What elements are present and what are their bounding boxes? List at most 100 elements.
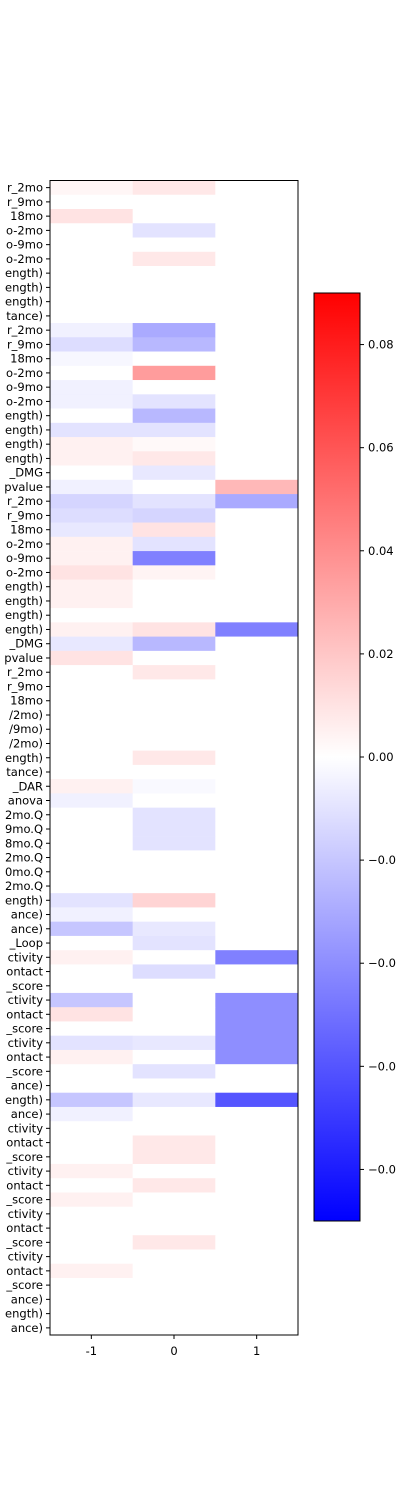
heatmap-cell: [215, 1035, 299, 1051]
heatmap-cell: [215, 1078, 299, 1093]
heatmap-cell: [215, 351, 299, 367]
y-tick-label: r_9mo: [7, 679, 43, 693]
heatmap-cell: [50, 1121, 133, 1136]
heatmap-cell: [132, 679, 216, 694]
heatmap-cell: [132, 551, 216, 566]
heatmap-cell: [50, 294, 133, 310]
y-tick-label: /2mo): [9, 708, 43, 722]
y-tick-label: anova: [8, 794, 43, 808]
heatmap-cell: [215, 479, 299, 495]
colorbar-tick-label: −0.0: [368, 956, 396, 970]
heatmap-cell: [132, 1292, 216, 1307]
heatmap-cell: [132, 437, 216, 452]
y-axis-ticks: r_2mor_9mo18moo-2moo-9moo-2moength)ength…: [4, 181, 50, 1335]
heatmap-cell: [215, 736, 299, 751]
heatmap-cell: [215, 1092, 299, 1108]
heatmap-cell: [215, 209, 299, 224]
heatmap-cell: [215, 935, 299, 951]
heatmap-cell: [50, 622, 133, 637]
heatmap-cell: [50, 465, 133, 481]
heatmap-cell: [132, 508, 216, 523]
y-tick-label: ance): [11, 1321, 43, 1335]
y-tick-label: ance): [11, 908, 43, 922]
y-tick-label: ength): [5, 594, 43, 608]
y-tick-label: ance): [11, 1079, 43, 1093]
heatmap-cell: [132, 180, 216, 196]
heatmap-cell: [132, 1206, 216, 1222]
heatmap-cell: [50, 365, 133, 381]
y-tick-label: ontact: [6, 1050, 43, 1064]
y-tick-label: pvalue: [4, 651, 43, 665]
heatmap-cell: [215, 1249, 299, 1265]
heatmap-cell: [50, 1249, 133, 1265]
y-tick-label: ontact: [6, 1136, 43, 1150]
heatmap-cell: [215, 494, 299, 509]
y-tick-label: 8mo.Q: [5, 836, 43, 850]
heatmap-cell: [132, 465, 216, 481]
colorbar-tick-label: 0.04: [368, 544, 394, 558]
y-tick-label: o-2mo: [6, 394, 43, 408]
heatmap-cell: [215, 551, 299, 566]
y-tick-label: ength): [5, 280, 43, 294]
heatmap-cell: [50, 1263, 133, 1279]
heatmap-cell: [215, 1178, 299, 1193]
y-tick-label: ength): [5, 580, 43, 594]
heatmap-cell: [132, 836, 216, 851]
y-tick-label: 9mo.Q: [5, 822, 43, 836]
heatmap-cell: [132, 579, 216, 595]
y-tick-label: ength): [5, 1307, 43, 1321]
y-tick-label: ength): [5, 893, 43, 907]
heatmap-cell: [132, 893, 216, 908]
heatmap-cell: [132, 1121, 216, 1136]
heatmap-cell: [132, 1035, 216, 1051]
y-tick-label: ontact: [6, 1007, 43, 1021]
heatmap-cell: [50, 1163, 133, 1179]
heatmap-cell: [132, 1306, 216, 1322]
y-tick-label: _score: [5, 1150, 43, 1164]
heatmap-cell: [50, 251, 133, 267]
heatmap-cell: [215, 323, 299, 338]
heatmap-cell: [132, 793, 216, 808]
colorbar-tick-label: −0.0: [368, 1059, 396, 1073]
y-tick-label: /9mo): [9, 722, 43, 736]
heatmap-cell: [215, 1064, 299, 1079]
y-tick-label: ength): [5, 295, 43, 309]
heatmap-cell: [215, 679, 299, 694]
heatmap-cell: [50, 665, 133, 680]
heatmap-cell: [50, 935, 133, 951]
heatmap-cell: [215, 1149, 299, 1165]
heatmap-cell: [50, 237, 133, 253]
y-tick-label: _score: [5, 979, 43, 993]
heatmap-cell: [215, 294, 299, 310]
heatmap-cell: [132, 935, 216, 951]
heatmap-cell: [132, 1149, 216, 1165]
heatmap-cell: [215, 1277, 299, 1293]
heatmap-cell: [50, 950, 133, 965]
heatmap-cell: [50, 1064, 133, 1079]
heatmap-cell: [215, 650, 299, 666]
heatmap-cell: [132, 1092, 216, 1108]
heatmap-cell: [50, 422, 133, 438]
y-tick-label: _score: [5, 1193, 43, 1207]
heatmap-cell: [50, 907, 133, 922]
heatmap-cell: [132, 821, 216, 837]
heatmap-cell: [50, 451, 133, 466]
heatmap-cell: [215, 622, 299, 637]
x-tick-label: 0: [170, 1344, 177, 1358]
heatmap-cell: [50, 679, 133, 694]
heatmap-cell: [132, 1235, 216, 1250]
heatmap-cell: [50, 764, 133, 780]
heatmap-cell: [50, 1021, 133, 1036]
heatmap-cell: [132, 1007, 216, 1022]
heatmap-cell: [132, 1220, 216, 1236]
heatmap-cell: [215, 337, 299, 352]
heatmap-cell: [215, 821, 299, 837]
heatmap-cell: [215, 1306, 299, 1322]
heatmap-cell: [50, 836, 133, 851]
heatmap-cell: [50, 209, 133, 224]
heatmap-cell: [132, 251, 216, 267]
heatmap-cell: [215, 665, 299, 680]
y-tick-label: ength): [5, 451, 43, 465]
heatmap-cell: [215, 1206, 299, 1222]
colorbar-tick-label: 0.06: [368, 441, 394, 455]
